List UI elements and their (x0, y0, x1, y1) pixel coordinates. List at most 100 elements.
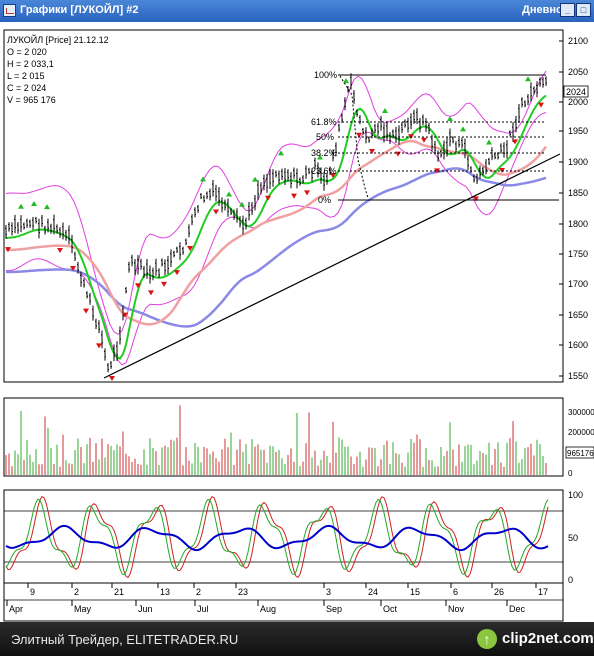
stochastic-k-line (5, 495, 549, 579)
date-day-label: 6 (453, 587, 458, 597)
price-label: 2100 (568, 36, 588, 46)
buy-arrow-icon (226, 191, 232, 197)
date-month-label: Jun (138, 604, 153, 614)
volume-label: 3000000 (568, 408, 594, 417)
fib-100-label: 100% (314, 70, 337, 80)
legend-low: L = 2 015 (7, 71, 44, 81)
sell-arrow-icon (538, 102, 544, 108)
volume-bars (5, 405, 547, 475)
period-label: Дневной (522, 4, 570, 16)
price-bars (5, 73, 547, 373)
fib-50-label: 50% (316, 132, 334, 142)
stochastic-d-line (5, 498, 549, 576)
chart-svg[interactable]: 100% 61.8% 50% 38.2% 23.6% 0% ЛУКОЙЛ [Pr… (0, 22, 594, 622)
price-axis-ticks (559, 40, 563, 377)
buy-arrow-icon (200, 176, 206, 182)
current-price-marker (563, 85, 589, 98)
price-label: 1650 (568, 310, 588, 320)
legend-volume: V = 965 176 (7, 95, 56, 105)
ohlc-legend: ЛУКОЙЛ [Price] 21.12.12 O = 2 020 H = 2 … (7, 34, 109, 105)
sell-arrow-icon (213, 209, 219, 215)
sell-arrow-icon (304, 190, 310, 196)
buy-arrow-icon (252, 176, 258, 182)
sell-arrow-icon (369, 149, 375, 154)
sell-arrow-icon (265, 195, 271, 201)
sell-arrow-icon (421, 137, 427, 143)
window-title: Графики [ЛУКОЙЛ] #2 (20, 4, 139, 16)
credit-text: Элитный Трейдер, ELITETRADER.RU (11, 632, 239, 647)
fib-236-label: 23.6% (311, 166, 337, 176)
bollinger-upper-line (5, 70, 547, 335)
buy-arrow-icon (278, 150, 284, 156)
price-label: 1950 (568, 126, 588, 136)
date-day-label: 13 (160, 587, 170, 597)
price-label: 1550 (568, 371, 588, 381)
legend-open: O = 2 020 (7, 47, 47, 57)
current-volume-label: 965176 (567, 449, 594, 458)
buy-arrow-icon (44, 204, 50, 210)
buy-arrow-icon (486, 139, 492, 145)
sell-arrow-icon (135, 283, 141, 289)
watermark-footer: Элитный Трейдер, ELITETRADER.RU ↑ clip2n… (0, 622, 594, 656)
date-day-label: 9 (30, 587, 35, 597)
sell-arrow-icon (356, 132, 362, 138)
buy-arrow-icon (317, 154, 323, 160)
current-price-label: 2024 (566, 87, 586, 97)
price-label: 1750 (568, 249, 588, 259)
price-label: 1600 (568, 340, 588, 350)
buy-arrow-icon (460, 126, 466, 132)
sell-arrow-icon (70, 266, 76, 271)
price-label: 1900 (568, 157, 588, 167)
sell-arrow-icon (148, 290, 154, 296)
trendline[interactable] (103, 153, 561, 379)
price-label: 2000 (568, 97, 588, 107)
date-day-label: 15 (410, 587, 420, 597)
date-month-label: Oct (383, 604, 398, 614)
date-axis: 9 2 21 13 2 23 3 24 15 6 26 17 Apr May J… (3, 582, 564, 622)
sell-arrow-icon (330, 173, 336, 178)
clip2net-brand: clip2net.com (502, 630, 594, 647)
chart-area[interactable]: 100% 61.8% 50% 38.2% 23.6% 0% ЛУКОЙЛ [Pr… (0, 22, 594, 622)
fibonacci-levels: 100% 61.8% 50% 38.2% 23.6% 0% (311, 70, 559, 205)
date-month-label: Sep (326, 604, 342, 614)
buy-arrow-icon (18, 203, 24, 209)
window-titlebar[interactable]: Графики [ЛУКОЙЛ] #2 Дневной _ □ (0, 0, 594, 22)
minimize-button[interactable]: _ (560, 3, 575, 17)
chart-app-icon (3, 4, 16, 17)
maximize-button[interactable]: □ (576, 3, 591, 17)
sell-arrow-icon (473, 196, 479, 202)
oscillator-panel[interactable]: 100 50 0 (3, 489, 583, 585)
oscillator-lines (5, 495, 549, 579)
fib-382-label: 38.2% (311, 148, 337, 158)
price-label: 1800 (568, 219, 588, 229)
buy-arrow-icon (343, 78, 349, 84)
sell-arrow-icon (161, 281, 167, 287)
signal-arrows (5, 76, 544, 381)
date-month-label: Apr (9, 604, 23, 614)
date-month-label: Nov (448, 604, 465, 614)
price-panel[interactable]: 100% 61.8% 50% 38.2% 23.6% 0% ЛУКОЙЛ [Pr… (3, 29, 589, 383)
buy-arrow-icon (525, 76, 531, 82)
sell-arrow-icon (57, 248, 63, 253)
sell-arrow-icon (122, 312, 128, 318)
date-day-label: 21 (114, 587, 124, 597)
date-month-label: Aug (260, 604, 276, 614)
sell-arrow-icon (96, 343, 102, 349)
buy-arrow-icon (447, 116, 453, 121)
sell-arrow-icon (83, 308, 89, 314)
osc-label: 50 (568, 533, 578, 543)
osc-label: 100 (568, 490, 583, 500)
osc-label: 0 (568, 575, 573, 585)
rsi-line (5, 524, 549, 552)
fib-0-label: 0% (318, 195, 331, 205)
fib-618-label: 61.8% (311, 117, 337, 127)
date-day-label: 3 (326, 587, 331, 597)
legend-close: C = 2 024 (7, 83, 46, 93)
sell-arrow-icon (512, 139, 518, 145)
date-month-label: Dec (509, 604, 526, 614)
price-label: 2050 (568, 67, 588, 77)
date-day-label: 23 (238, 587, 248, 597)
date-day-label: 2 (196, 587, 201, 597)
sell-arrow-icon (291, 193, 297, 199)
